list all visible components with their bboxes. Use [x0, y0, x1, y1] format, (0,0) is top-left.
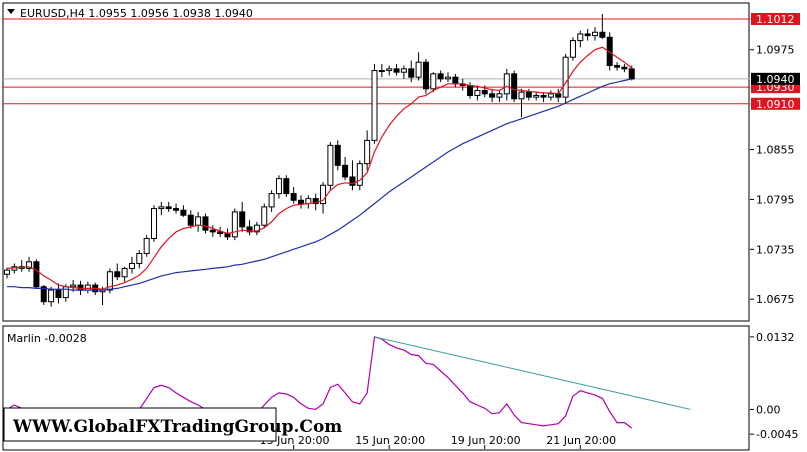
time-tick-label: 13 Jun 20:00: [260, 434, 330, 447]
candle: [283, 175, 290, 197]
candle: [158, 201, 165, 216]
candle: [562, 53, 569, 104]
candle: [151, 205, 157, 242]
candle: [393, 63, 400, 76]
candle: [569, 37, 576, 61]
candle: [327, 142, 334, 191]
candle: [298, 195, 304, 209]
time-axis: 13 Jun 20:00 15 Jun 20:00 19 Jun 20:00 21 J…: [260, 434, 616, 449]
time-tick-label: 19 Jun 20:00: [451, 434, 521, 447]
candle: [261, 203, 268, 229]
candle: [290, 186, 297, 204]
candle: [342, 157, 349, 181]
candle: [143, 235, 150, 257]
candle: [26, 256, 33, 272]
candle: [614, 62, 621, 71]
candle: [430, 72, 437, 93]
svg-text:1.0910: 1.0910: [756, 98, 795, 111]
candle: [621, 63, 628, 73]
candle: [246, 220, 253, 236]
candle: [217, 226, 224, 237]
candle: [136, 250, 143, 269]
candle: [173, 203, 180, 214]
candle: [202, 213, 209, 234]
watermark-box: WWW.GlobalFXTradingGroup.Com: [3, 407, 342, 442]
candle: [540, 92, 547, 103]
price-tick-label: 1.0675: [756, 293, 795, 306]
candle: [334, 140, 341, 171]
candle: [253, 221, 260, 236]
candle: [422, 58, 429, 94]
candle: [599, 13, 606, 39]
time-tick-label: 15 Jun 20:00: [355, 434, 425, 447]
candle: [187, 210, 194, 229]
candle: [231, 208, 238, 241]
candle: [503, 68, 510, 101]
oscillator-trend-line[interactable]: [374, 336, 691, 410]
candle: [592, 27, 598, 41]
watermark-text: WWW.GlobalFXTradingGroup.Com: [12, 417, 342, 437]
indicator-tick-label: 0.0132: [756, 331, 795, 344]
candle: [165, 201, 172, 212]
level-price-label: 1.1012: [751, 12, 800, 26]
candle: [48, 286, 55, 307]
candle: [606, 32, 613, 71]
dropdown-triangle-icon[interactable]: [7, 9, 15, 14]
candle: [511, 70, 518, 103]
indicator-axis: 0.0132 0.00 -0.0045: [750, 331, 798, 441]
candle: [400, 65, 407, 79]
candle: [489, 88, 496, 103]
candle: [180, 205, 187, 217]
candle: [121, 266, 128, 282]
svg-text:1.0940: 1.0940: [756, 73, 795, 86]
candle: [445, 72, 451, 83]
candle: [114, 263, 121, 281]
price-tick-label: 1.0735: [756, 243, 795, 256]
main-overlay: [6, 46, 633, 291]
candle: [577, 30, 584, 48]
candle: [239, 201, 246, 232]
candle: [496, 90, 503, 103]
candle: [209, 225, 216, 237]
candle: [364, 130, 371, 171]
level-price-label: 1.0910: [751, 97, 800, 111]
candle: [275, 175, 282, 199]
candle: [408, 60, 415, 83]
candle: [584, 28, 591, 41]
candle: [386, 65, 393, 76]
price-tick-label: 1.0795: [756, 193, 795, 206]
candle: [378, 63, 385, 78]
candle: [128, 256, 135, 274]
candle: [312, 193, 319, 211]
svg-text:1.1012: 1.1012: [756, 13, 795, 26]
candle: [533, 92, 540, 101]
candle: [415, 52, 422, 81]
candle: [268, 190, 275, 212]
candle: [356, 160, 363, 191]
price-axis: 1.0975 1.0855 1.0795 1.0735 1.0675 1.1012 1.09…: [750, 12, 800, 306]
price-tick-label: 1.0975: [756, 44, 795, 57]
candle: [4, 267, 10, 279]
indicator-tick-label: 0.00: [756, 403, 781, 416]
candle: [437, 70, 444, 83]
candle: [547, 90, 554, 101]
candle: [474, 85, 481, 101]
price-tick-label: 1.0855: [756, 144, 795, 157]
candle: [320, 181, 327, 214]
fast-moving-average-line: [6, 46, 633, 290]
candle: [349, 160, 356, 191]
indicator-tick-label: -0.0045: [756, 428, 798, 441]
indicator-label: Marlin -0.0028: [7, 332, 87, 345]
time-tick-label: 21 Jun 20:00: [546, 434, 616, 447]
slow-moving-average-line: [7, 78, 632, 291]
current-price-label: 1.0940: [751, 72, 800, 86]
symbol-header: EURUSD,H4 1.0955 1.0956 1.0938 1.0940: [20, 7, 253, 20]
candle: [55, 283, 62, 304]
candle: [518, 88, 525, 118]
candle: [371, 63, 378, 144]
candle: [33, 259, 40, 289]
